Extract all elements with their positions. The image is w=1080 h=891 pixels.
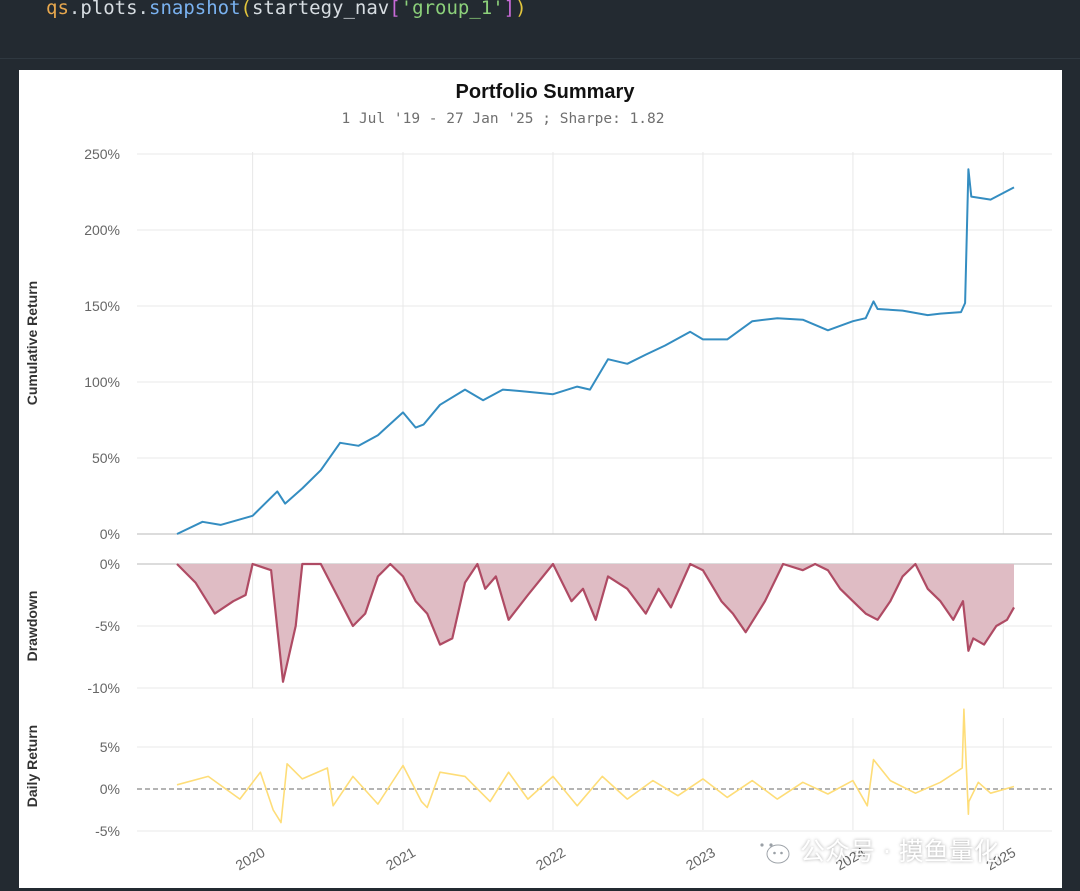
y-tick-label: 250% <box>84 146 120 162</box>
drawdown-line <box>176 562 1015 683</box>
code-key: 'group_1' <box>400 0 504 19</box>
daily-return-line <box>176 708 1015 824</box>
y-tick-label: 0% <box>100 526 120 542</box>
portfolio-summary-chart: 2020 2021 2022 2023 2024 2025250%200%150%100%… <box>24 81 1052 874</box>
code-cell[interactable]: qs.plots.snapshot(startegy_nav['group_1'… <box>0 0 1080 59</box>
y-tick-label: 200% <box>84 222 120 238</box>
code-argument: startegy_nav <box>251 0 390 19</box>
y-tick-label: 50% <box>92 450 120 466</box>
y-axis-label: Drawdown <box>24 591 40 662</box>
chart-figure: 2020 2021 2022 2023 2024 2025 250% 200% 150% 100%… <box>19 70 1062 888</box>
y-tick-label: -5% <box>95 823 120 839</box>
code-line: qs.plots.snapshot(startegy_nav['group_1'… <box>46 0 527 22</box>
watermark-text: 公众号 · 摸鱼量化 <box>800 837 999 866</box>
code-function: snapshot <box>149 0 241 19</box>
y-tick-label: -5% <box>95 618 120 634</box>
x-tick-label: 2023 <box>683 844 718 874</box>
chart-title: Portfolio Summary <box>456 81 636 103</box>
cumulative-return-line <box>176 168 1015 535</box>
x-tick-label: 2021 <box>383 844 418 874</box>
code-module: plots <box>80 0 138 19</box>
drawdown-area <box>177 564 1014 682</box>
y-axis-label: Daily Return <box>24 725 40 807</box>
watermark: 公众号 · 摸鱼量化 <box>752 830 999 870</box>
y-tick-label: 0% <box>100 556 120 572</box>
y-tick-label: 150% <box>84 298 120 314</box>
wechat-icon <box>754 836 790 864</box>
y-tick-label: 0% <box>100 781 120 797</box>
y-tick-label: -10% <box>87 680 120 696</box>
code-object: qs <box>46 0 69 19</box>
y-axis-label: Cumulative Return <box>24 281 40 405</box>
y-tick-label: 5% <box>100 739 120 755</box>
chart-subtitle: 1 Jul '19 - 27 Jan '25 ; Sharpe: 1.82 <box>341 111 664 127</box>
y-tick-label: 100% <box>84 374 120 390</box>
x-tick-label: 2022 <box>533 844 568 874</box>
x-tick-label: 2020 <box>233 844 268 874</box>
